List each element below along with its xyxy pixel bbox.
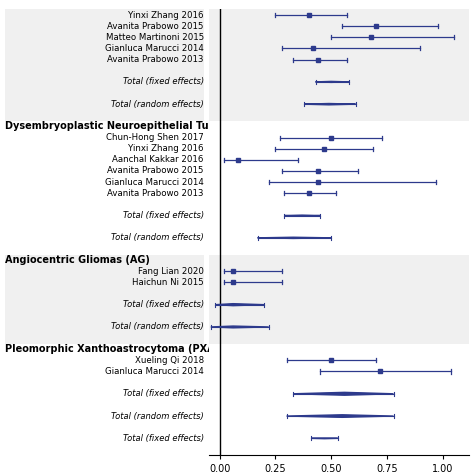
Text: Total (fixed effects): Total (fixed effects) xyxy=(123,77,204,86)
Polygon shape xyxy=(304,103,356,105)
Text: Yinxi Zhang 2016: Yinxi Zhang 2016 xyxy=(128,144,204,153)
Bar xyxy=(209,9,469,121)
Text: Total (fixed effects): Total (fixed effects) xyxy=(123,434,204,443)
Text: Avanita Prabowo 2013: Avanita Prabowo 2013 xyxy=(107,55,204,64)
Text: Haichun Ni 2015: Haichun Ni 2015 xyxy=(132,278,204,287)
Text: Matteo Martinoni 2015: Matteo Martinoni 2015 xyxy=(106,33,204,42)
Text: Fang Lian 2020: Fang Lian 2020 xyxy=(138,267,204,276)
Text: Yinxi Zhang 2016: Yinxi Zhang 2016 xyxy=(128,10,204,19)
Text: Total (random effects): Total (random effects) xyxy=(111,233,204,242)
Bar xyxy=(5,255,204,344)
Polygon shape xyxy=(293,392,393,395)
Text: Total (random effects): Total (random effects) xyxy=(111,322,204,331)
Polygon shape xyxy=(284,215,320,216)
Text: Gianluca Marucci 2014: Gianluca Marucci 2014 xyxy=(105,367,204,376)
Bar xyxy=(209,255,469,344)
Text: Total (random effects): Total (random effects) xyxy=(111,100,204,109)
Text: Total (fixed effects): Total (fixed effects) xyxy=(123,300,204,309)
Text: Avanita Prabowo 2015: Avanita Prabowo 2015 xyxy=(107,22,204,31)
Text: Dysembryoplastic Neuroepithelial Tumors (DNTs): Dysembryoplastic Neuroepithelial Tumors … xyxy=(5,121,275,131)
Text: Chun-Hong Shen 2017: Chun-Hong Shen 2017 xyxy=(106,133,204,142)
Bar xyxy=(5,121,204,255)
Text: Total (fixed effects): Total (fixed effects) xyxy=(123,389,204,398)
Bar xyxy=(5,9,204,121)
Text: Total (fixed effects): Total (fixed effects) xyxy=(123,211,204,220)
Text: Avanita Prabowo 2015: Avanita Prabowo 2015 xyxy=(107,166,204,175)
Text: Total (random effects): Total (random effects) xyxy=(111,411,204,420)
Text: Aanchal Kakkar 2016: Aanchal Kakkar 2016 xyxy=(112,155,204,164)
Text: Avanita Prabowo 2013: Avanita Prabowo 2013 xyxy=(107,189,204,198)
Polygon shape xyxy=(257,237,331,238)
Bar xyxy=(5,410,204,455)
Polygon shape xyxy=(311,438,338,439)
Text: Pleomorphic Xanthoastrocytoma (PXA): Pleomorphic Xanthoastrocytoma (PXA) xyxy=(5,344,219,354)
Bar xyxy=(209,344,469,433)
Text: Gianluca Marucci 2014: Gianluca Marucci 2014 xyxy=(105,44,204,53)
Polygon shape xyxy=(287,415,393,417)
Polygon shape xyxy=(211,326,269,328)
Bar xyxy=(209,410,469,455)
Bar xyxy=(209,121,469,255)
Text: Gianluca Marucci 2014: Gianluca Marucci 2014 xyxy=(105,178,204,187)
Text: Xueling Qi 2018: Xueling Qi 2018 xyxy=(135,356,204,365)
Polygon shape xyxy=(215,304,264,306)
Bar xyxy=(5,344,204,433)
Text: Angiocentric Gliomas (AG): Angiocentric Gliomas (AG) xyxy=(5,255,150,265)
